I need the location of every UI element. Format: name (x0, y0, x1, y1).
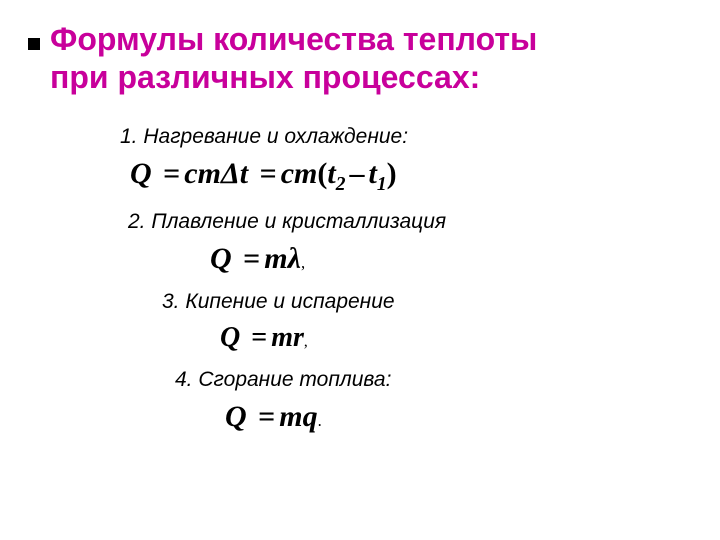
var-Q: Q (210, 242, 232, 275)
var-Q: Q (130, 157, 152, 190)
trail-period: . (318, 411, 322, 430)
var-m: m (279, 400, 302, 433)
trail-comma: , (301, 253, 305, 272)
slide-title: Формулы количества теплоты при различных… (50, 20, 690, 97)
var-c: c (281, 157, 294, 190)
trail-comma: , (304, 333, 308, 350)
var-m: m (294, 157, 317, 190)
equals-icon: = (159, 157, 184, 190)
var-t: t (240, 157, 248, 190)
title-line-2: при различных процессах: (50, 59, 480, 95)
item-label-4: 4. Сгорание топлива: (175, 368, 690, 392)
formula-melting: Q =mλ, (210, 242, 690, 276)
title-block: Формулы количества теплоты при различных… (50, 20, 690, 97)
item-label-1: 1. Нагревание и охлаждение: (120, 125, 690, 149)
item-label-2: 2. Плавление и кристаллизация (128, 210, 690, 234)
var-Q: Q (220, 322, 240, 353)
var-m: m (271, 322, 293, 353)
content: 1. Нагревание и охлаждение: Q =cmΔt =cm(… (50, 125, 690, 434)
formula-heating: Q =cmΔt =cm(t2–t1) (130, 157, 690, 196)
paren-close-icon: ) (387, 157, 397, 190)
sub-1: 1 (377, 174, 387, 195)
equals-icon: = (256, 157, 281, 190)
var-t2: t (327, 157, 335, 190)
title-line-1: Формулы количества теплоты (50, 21, 537, 57)
equals-icon: = (254, 400, 279, 433)
item-label-3: 3. Кипение и испарение (162, 290, 690, 314)
var-m: m (198, 157, 221, 190)
var-lambda: λ (288, 242, 301, 275)
var-Q: Q (225, 400, 247, 433)
var-t1: t (368, 157, 376, 190)
formula-boiling: Q =mr, (220, 322, 690, 354)
formula-combustion: Q =mq. (225, 400, 690, 434)
var-q: q (303, 400, 318, 433)
minus-icon: – (345, 157, 368, 190)
var-m: m (264, 242, 287, 275)
equals-icon: = (239, 242, 264, 275)
equals-icon: = (247, 322, 271, 353)
var-c: c (184, 157, 197, 190)
slide: Формулы количества теплоты при различных… (0, 0, 720, 540)
bullet-icon (28, 38, 40, 50)
var-r: r (293, 322, 304, 353)
paren-open-icon: ( (317, 157, 327, 190)
delta-icon: Δ (221, 157, 240, 190)
